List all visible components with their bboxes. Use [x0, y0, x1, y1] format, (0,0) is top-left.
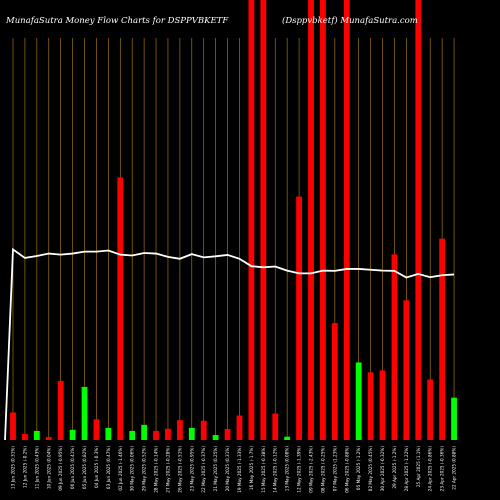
money-flow-bar — [81, 386, 88, 440]
bar-layer — [10, 0, 457, 441]
money-flow-bar — [236, 415, 243, 440]
money-flow-bar — [105, 427, 112, 440]
chart-subtitle: (Dsppvbketf) MunafaSutra.com — [282, 15, 418, 26]
x-tick-label: 02 Jun 2025 (-1.46%) — [118, 446, 123, 491]
x-tick-label: 24 Apr 2025 (-0.86%) — [428, 446, 433, 492]
x-tick-label: 22 Apr 2025 (0.88%) — [452, 446, 457, 490]
x-tick-label: 22 May 2025 (-0.37%) — [201, 446, 206, 493]
money-flow-bar — [224, 429, 231, 440]
money-flow-bar — [284, 436, 291, 440]
x-tick-label: 13 May 2025 (0.08%) — [285, 446, 290, 492]
x-tick-label: 10 Jun 2025 (0.04%) — [46, 446, 51, 489]
money-flow-bar — [129, 430, 136, 440]
money-flow-bar — [200, 420, 207, 440]
x-tick-label: 02 May 2025 (0.45%) — [368, 446, 373, 492]
money-flow-bar — [22, 433, 28, 440]
money-flow-bar — [165, 428, 171, 440]
x-tick-label: 28 Apr 2025 (-1.22%) — [404, 446, 409, 492]
x-tick-label: 29 Apr 2025 (-1.2%) — [392, 446, 397, 489]
tick-layer: 13 Jun 2025 (0.31%) 12 Jun 2025 (-0.2%) 11… — [11, 446, 457, 493]
money-flow-bar — [248, 0, 255, 440]
x-tick-label: 09 Jun 2025 (-0.95%) — [58, 446, 63, 491]
money-flow-bar — [355, 362, 362, 440]
x-tick-label: 16 May 2025 (-1.7%) — [249, 446, 254, 490]
money-flow-bar — [153, 430, 159, 440]
money-flow-bar — [391, 254, 398, 441]
money-flow-bar — [379, 370, 386, 440]
money-flow-bar — [212, 435, 219, 440]
x-tick-label: 19 May 2025 (-1.33%) — [237, 446, 242, 493]
x-tick-label: 12 May 2025 (-1.39%) — [297, 446, 302, 493]
x-tick-label: 08 May 2025 (-0.25%) — [320, 446, 325, 493]
x-tick-label: 23 May 2025 (0.95%) — [189, 446, 194, 492]
money-flow-bar — [188, 427, 195, 440]
x-tick-label: 23 Apr 2025 (-0.36%) — [440, 446, 445, 492]
money-flow-bar — [343, 0, 350, 440]
x-tick-label: 29 May 2025 (0.52%) — [142, 446, 147, 492]
grid-layer — [12, 38, 455, 440]
x-tick-label: 20 May 2025 (0.31%) — [225, 446, 230, 492]
x-tick-label: 28 May 2025 (-0.14%) — [154, 446, 159, 493]
money-flow-bar — [69, 429, 76, 440]
x-tick-label: 06 Jun 2025 (0.41%) — [70, 446, 75, 489]
money-flow-bar — [320, 0, 326, 440]
money-flow-bar — [415, 0, 422, 440]
money-flow-bar — [57, 380, 64, 441]
money-flow-bar — [33, 430, 40, 440]
money-flow-bar — [272, 413, 279, 440]
x-tick-label: 25 Apr 2025 (1.1%) — [416, 446, 421, 487]
money-flow-bar — [331, 323, 338, 441]
x-tick-label: 05 Jun 2025 (0.82%) — [82, 446, 87, 489]
x-tick-label: 03 Jun 2025 (0.47%) — [106, 446, 111, 489]
money-flow-bar — [45, 436, 52, 440]
money-flow-bar — [403, 300, 410, 440]
money-flow-bar — [93, 419, 100, 441]
line-layer — [4, 247, 455, 441]
money-flow-bar — [10, 412, 16, 440]
x-tick-label: 30 May 2025 (0.06%) — [130, 446, 135, 492]
money-flow-bar — [451, 397, 457, 440]
chart-title: MunafaSutra Money Flow Charts for DSPPVB… — [5, 16, 229, 26]
money-flow-bar — [260, 0, 267, 440]
money-flow-bar — [427, 379, 434, 440]
x-tick-label: 14 May 2025 (-0.12%) — [273, 446, 278, 493]
x-tick-label: 13 Jun 2025 (0.31%) — [11, 446, 16, 489]
money-flow-bar — [141, 424, 148, 441]
x-tick-label: 09 May 2025 (-2.43%) — [309, 446, 314, 493]
x-tick-label: 04 Jun 2025 (-0.3%) — [94, 446, 99, 488]
money-flow-bar — [117, 177, 124, 441]
x-tick-label: 26 May 2025 (-0.51%) — [177, 446, 182, 493]
x-tick-label: 05 May 2025 (-1.2%) — [356, 446, 361, 490]
x-tick-label: 27 May 2025 (-0.28%) — [165, 446, 170, 493]
x-tick-label: 15 May 2025 (-0.38%) — [261, 446, 266, 493]
money-flow-bar — [367, 372, 374, 440]
price-line — [4, 247, 455, 441]
x-tick-label: 11 Jun 2025 (0.43%) — [34, 446, 39, 489]
x-tick-label: 21 May 2025 (0.25%) — [213, 446, 218, 492]
x-tick-label: 12 Jun 2025 (-0.2%) — [22, 446, 27, 488]
x-tick-label: 30 Apr 2025 (-0.32%) — [380, 446, 385, 492]
money-flow-bar — [176, 420, 183, 440]
money-flow-bar — [439, 238, 446, 440]
x-tick-label: 06 May 2025 (-0.88%) — [344, 446, 349, 493]
money-flow-bar — [296, 196, 302, 441]
money-flow-bar — [308, 0, 314, 440]
x-tick-label: 07 May 2025 (1.23%) — [332, 446, 337, 492]
